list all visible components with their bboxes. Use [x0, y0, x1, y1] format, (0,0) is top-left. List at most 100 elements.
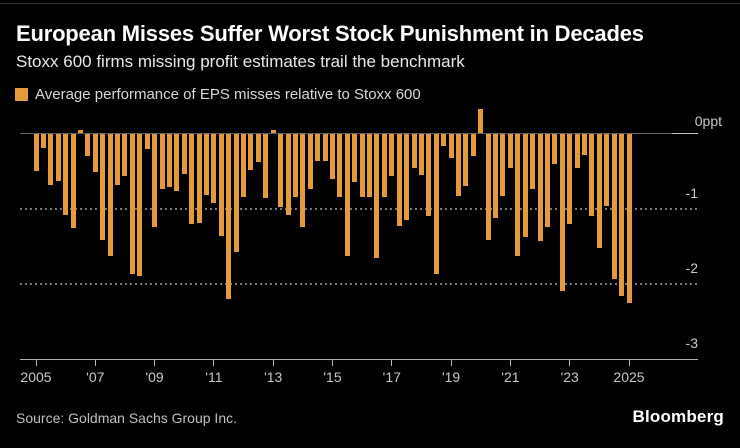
x-axis-tick: [332, 359, 333, 366]
bar: [70, 133, 76, 229]
x-axis-label: '23: [560, 369, 579, 385]
bar: [85, 133, 91, 157]
bar: [77, 130, 83, 134]
bar: [485, 133, 491, 241]
x-axis-label: '07: [86, 369, 105, 385]
bar: [522, 133, 528, 238]
bar: [181, 133, 187, 175]
bar: [493, 133, 499, 218]
bar: [448, 133, 454, 158]
x-axis-tick: [569, 359, 571, 366]
bar: [463, 133, 469, 187]
bar: [196, 133, 202, 223]
bar: [418, 133, 424, 175]
legend-label: Average performance of EPS misses relati…: [35, 86, 421, 103]
bar: [500, 133, 506, 196]
bar: [441, 133, 447, 147]
bar: [582, 133, 588, 155]
bar: [285, 133, 291, 215]
bar: [115, 133, 121, 186]
bar: [344, 133, 350, 257]
bar: [367, 133, 373, 197]
bar: [211, 133, 217, 203]
bar: [626, 133, 632, 303]
x-axis-tick: [154, 359, 156, 366]
bar: [92, 133, 98, 172]
bar: [33, 133, 39, 172]
bar: [330, 133, 335, 180]
bar: [619, 133, 625, 296]
x-axis-label: '21: [501, 369, 520, 385]
bar: [552, 133, 558, 165]
bar: [166, 133, 172, 187]
dotted-gridline: [20, 207, 698, 210]
dotted-gridline: [20, 282, 698, 285]
bar: [404, 133, 410, 220]
x-axis-label: '09: [145, 369, 164, 385]
chart-subtitle: Stoxx 600 firms missing profit estimates…: [16, 52, 465, 71]
bar: [433, 133, 439, 275]
bar: [278, 133, 284, 208]
y-axis-label: -1: [685, 184, 698, 201]
x-axis-label: '19: [441, 369, 461, 385]
bar: [559, 133, 565, 291]
bar: [374, 133, 380, 259]
bar: [270, 129, 276, 134]
bar: [426, 133, 432, 217]
x-axis-tick: [391, 359, 393, 366]
bar: [255, 133, 261, 163]
x-axis-label: '15: [323, 369, 342, 385]
x-axis-label: 2025: [613, 369, 645, 385]
y-axis-label: -3: [685, 335, 698, 351]
bar: [218, 133, 224, 237]
bar: [389, 133, 395, 177]
bar: [478, 108, 484, 134]
bar: [411, 133, 417, 169]
bar: [40, 133, 46, 148]
bar: [55, 133, 61, 181]
bar: [144, 133, 150, 150]
bar: [48, 133, 54, 186]
x-axis-tick: [94, 359, 96, 366]
x-axis-label: '11: [205, 369, 223, 385]
bar: [381, 133, 387, 197]
bar: [470, 133, 476, 157]
x-axis-tick: [272, 359, 274, 366]
bar: [596, 133, 602, 248]
legend-swatch-icon: [15, 88, 28, 101]
bar: [248, 133, 254, 171]
x-axis-tick: [509, 359, 511, 366]
bar: [152, 133, 158, 228]
zero-gridline-cap: [672, 133, 698, 134]
bar: [604, 133, 610, 206]
bar: [315, 133, 321, 161]
x-axis-tick: [213, 359, 215, 366]
x-axis-baseline: [20, 358, 698, 360]
bloomberg-logo: Bloomberg: [632, 407, 724, 426]
bar: [241, 133, 247, 198]
bar: [322, 133, 328, 162]
bar: [292, 133, 298, 198]
bar: [122, 133, 128, 177]
top-rule: [0, 3, 740, 4]
bar: [589, 133, 595, 217]
bar: [300, 133, 306, 228]
x-axis-tick: [628, 359, 630, 366]
bar: [544, 133, 550, 228]
bar: [233, 133, 239, 253]
bar: [530, 133, 536, 190]
y-axis-label: 0ppt: [694, 113, 722, 129]
x-axis-tick: [450, 359, 452, 366]
source-text: Source: Goldman Sachs Group Inc.: [16, 410, 237, 426]
bar: [396, 133, 402, 226]
bar: [226, 133, 232, 299]
bar: [352, 133, 358, 183]
bar: [337, 133, 343, 198]
x-axis-label: '13: [264, 369, 283, 385]
bar: [507, 133, 513, 169]
x-axis-tick: [35, 359, 37, 366]
bar: [189, 133, 195, 225]
x-axis-label: 2005: [20, 369, 52, 385]
